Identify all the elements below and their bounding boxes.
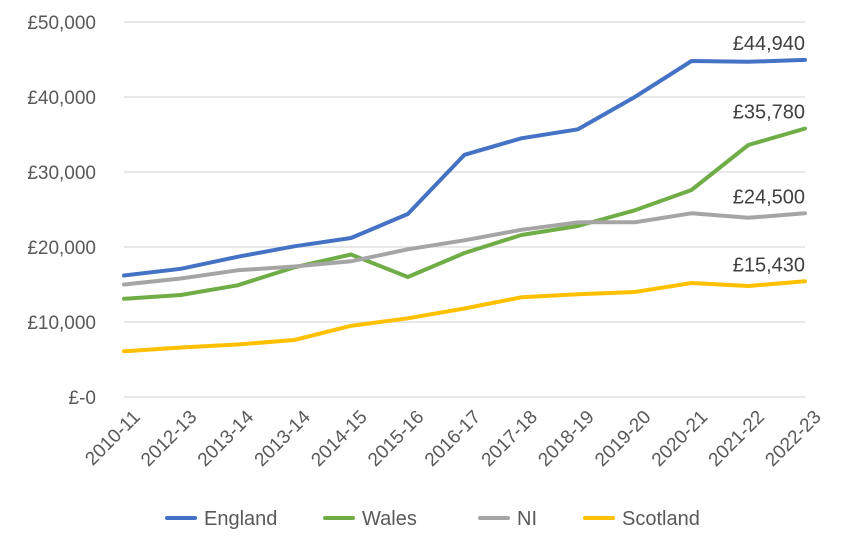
y-tick-label: £-0 <box>69 388 96 409</box>
data-label-scotland: £15,430 <box>733 254 805 276</box>
x-tick-label: 2021-22 <box>705 407 769 471</box>
x-tick-label: 2012-13 <box>137 407 201 471</box>
series-line-scotland <box>122 279 807 354</box>
x-tick-label: 2010-11 <box>81 407 144 470</box>
legend-label: Wales <box>362 508 417 530</box>
series-line-england <box>122 57 807 278</box>
gridlines <box>124 21 805 398</box>
legend-item-scotland: Scotland <box>583 508 700 530</box>
x-tick-label: 2020-21 <box>648 407 712 471</box>
legend-label: NI <box>517 508 537 530</box>
y-axis: £-0 £10,000 £20,000 £30,000 £40,000 £50,000 <box>27 13 96 409</box>
data-label-england: £44,940 <box>733 33 805 55</box>
legend-item-england: England <box>165 508 277 530</box>
y-tick-label: £40,000 <box>27 88 96 109</box>
legend-label: Scotland <box>622 508 700 530</box>
x-tick-label: 2013-14 <box>194 406 258 470</box>
x-tick-label: 2019-20 <box>591 407 655 471</box>
data-label-ni: £24,500 <box>733 186 805 208</box>
series-lines <box>122 57 807 354</box>
series-line-wales <box>122 126 807 301</box>
legend-item-wales: Wales <box>323 508 417 530</box>
x-tick-label: 2017-18 <box>478 407 542 471</box>
data-labels: £44,940 £35,780 £24,500 £15,430 <box>733 33 805 276</box>
y-tick-label: £10,000 <box>27 313 96 334</box>
data-label-wales: £35,780 <box>733 102 805 124</box>
legend: England Wales NI Scotland <box>165 508 700 530</box>
x-tick-label: 2015-16 <box>364 407 428 471</box>
x-tick-label: 2022-23 <box>761 407 825 471</box>
legend-item-ni: NI <box>478 508 537 530</box>
x-tick-label: 2016-17 <box>421 407 485 471</box>
x-tick-label: 2018-19 <box>534 407 598 471</box>
y-tick-label: £30,000 <box>27 163 96 184</box>
y-tick-label: £50,000 <box>27 13 96 34</box>
series-line-ni <box>122 211 807 287</box>
x-tick-label: 2014-15 <box>307 407 371 471</box>
legend-label: England <box>204 508 277 530</box>
x-tick-label: 2013-14 <box>251 406 315 470</box>
x-axis: 2010-112012-132013-142013-142014-152015-… <box>81 406 825 470</box>
y-tick-label: £20,000 <box>27 238 96 259</box>
